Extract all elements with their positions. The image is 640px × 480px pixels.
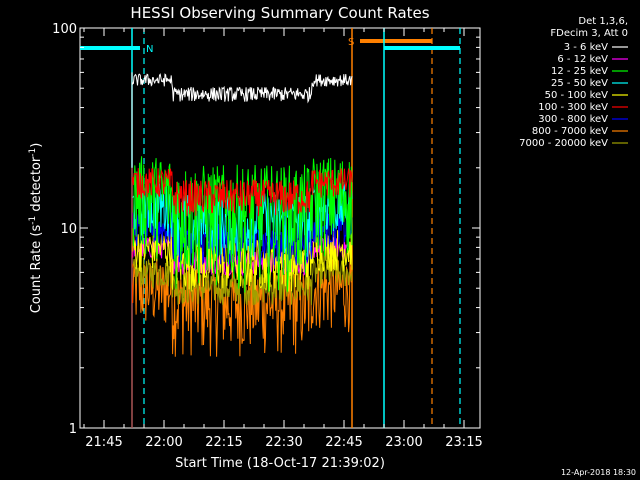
y-tick-label: 10 — [60, 222, 77, 237]
legend-header: Det 1,3,6, — [578, 16, 628, 27]
annotation-label: N — [146, 44, 153, 55]
annotation-label: S — [348, 37, 354, 48]
series-line — [131, 258, 353, 306]
x-tick-label: 23:00 — [385, 435, 422, 450]
x-axis-label: Start Time (18-Oct-17 21:39:02) — [175, 456, 385, 471]
series-line — [131, 259, 353, 357]
y-tick-label: 1 — [69, 422, 77, 437]
legend-entry: 3 - 6 keV — [564, 42, 608, 53]
axis-layer: 21:45 22:00 22:15 22:30 22:45 23:00 23:15 1 10 10… — [52, 22, 483, 450]
series-line — [131, 73, 353, 104]
x-tick-label: 21:45 — [85, 435, 122, 450]
x-tick-label: 22:15 — [205, 435, 242, 450]
legend-entry: 12 - 25 keV — [551, 66, 608, 77]
footer-timestamp: 12-Apr-2018 18:30 — [561, 468, 636, 477]
legend-entry: 25 - 50 keV — [551, 78, 608, 89]
series-layer — [131, 72, 353, 428]
x-tick-label: 22:30 — [265, 435, 302, 450]
x-tick-label: 22:45 — [325, 435, 362, 450]
legend-entry: 50 - 100 keV — [545, 90, 609, 101]
series-line — [131, 168, 353, 217]
y-axis-label: Count Rate (s-1 detector-1) — [28, 143, 44, 314]
chart-title: HESSI Observing Summary Count Rates — [130, 4, 429, 22]
legend-entry: 6 - 12 keV — [557, 54, 608, 65]
y-tick-label: 100 — [52, 22, 77, 37]
legend-entry: 300 - 800 keV — [538, 114, 608, 125]
legend-header: FDecim 3, Att 0 — [550, 28, 628, 39]
legend-entry: 100 - 300 keV — [538, 102, 608, 113]
x-tick-label: 22:00 — [145, 435, 182, 450]
legend-entry: 7000 - 20000 keV — [519, 138, 608, 149]
x-tick-label: 23:15 — [445, 435, 482, 450]
legend-entry: 800 - 7000 keV — [532, 126, 608, 137]
series-line — [131, 156, 353, 293]
